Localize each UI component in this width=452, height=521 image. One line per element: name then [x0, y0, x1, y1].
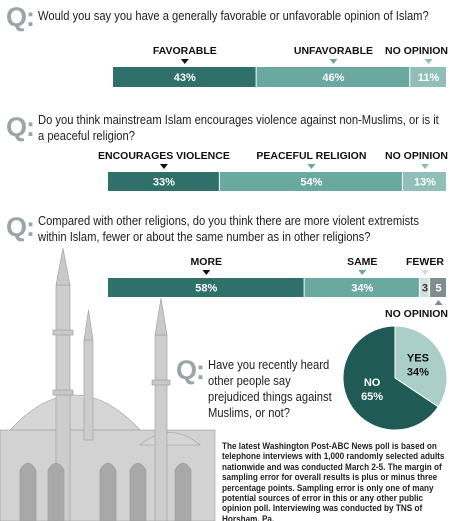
- pointer: [435, 300, 443, 305]
- footnote: The latest Washington Post-ABC News poll…: [222, 442, 447, 521]
- legend-label: NO OPINION: [385, 45, 448, 57]
- value-label: 3: [422, 282, 428, 294]
- legend-label: NO OPINION: [385, 308, 448, 320]
- value-label: 43%: [174, 72, 196, 84]
- question: Compared with other religions, do you th…: [38, 213, 447, 245]
- infographic: 43% FAVORABLE 46% UNFAVORABLE 11% NO OPINION 3…: [0, 0, 452, 521]
- pointer: [421, 270, 429, 275]
- question: Do you think mainstream Islam encourages…: [38, 112, 447, 144]
- legend-label: SAME: [347, 256, 377, 268]
- value-label: 46%: [322, 72, 344, 84]
- q-marker: Q:: [6, 212, 34, 243]
- value-label: 13%: [414, 176, 436, 188]
- legend-label: FEWER: [406, 256, 444, 268]
- pointer: [202, 270, 210, 275]
- slice-name: NO: [364, 377, 381, 389]
- pointer: [421, 164, 429, 169]
- question: Would you say you have a generally favor…: [38, 8, 451, 24]
- pointer: [307, 164, 315, 169]
- value-label: 5: [435, 282, 441, 294]
- legend-label: PEACEFUL RELIGION: [256, 150, 366, 162]
- pointer: [358, 270, 366, 275]
- q-marker: Q:: [176, 355, 204, 386]
- pointer: [160, 164, 168, 169]
- q-marker: Q:: [6, 112, 34, 143]
- slice-label: 65%: [361, 391, 383, 403]
- question: Have you recently heard other people say…: [208, 357, 333, 421]
- pointer: [425, 59, 433, 64]
- slice-label: 34%: [407, 367, 429, 379]
- value-label: 11%: [418, 72, 440, 84]
- legend-label: FAVORABLE: [153, 45, 217, 57]
- legend-label: MORE: [191, 256, 223, 268]
- pointer: [181, 59, 189, 64]
- legend-label: NO OPINION: [385, 150, 448, 162]
- pointer: [329, 59, 337, 64]
- legend-label: ENCOURAGES VIOLENCE: [98, 150, 230, 162]
- q-marker: Q:: [6, 2, 34, 33]
- slice-name: YES: [407, 353, 429, 365]
- value-label: 33%: [153, 176, 175, 188]
- value-label: 58%: [195, 282, 217, 294]
- legend-label: UNFAVORABLE: [294, 45, 373, 57]
- value-label: 54%: [300, 176, 322, 188]
- value-label: 34%: [351, 282, 373, 294]
